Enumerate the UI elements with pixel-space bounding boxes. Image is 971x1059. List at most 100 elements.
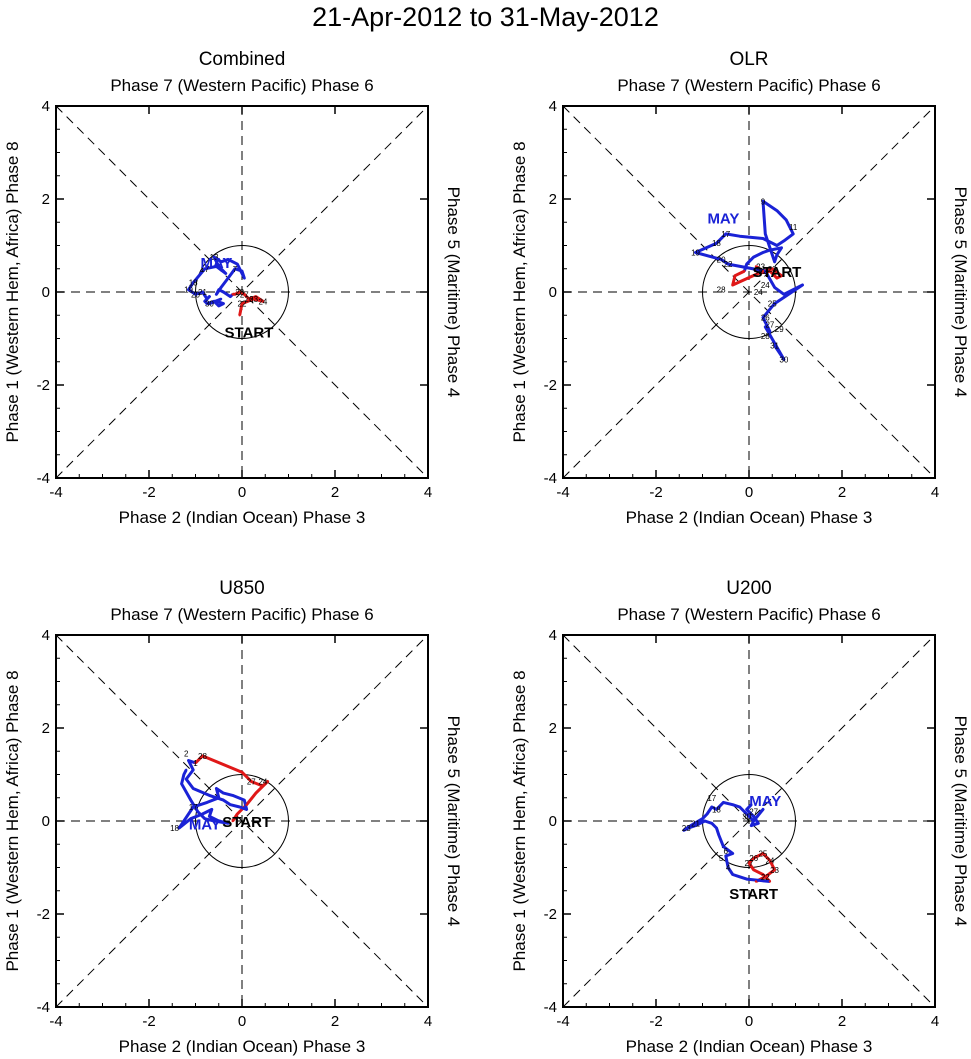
- april-day-point: [266, 780, 269, 783]
- may-label: MAY: [189, 816, 221, 833]
- axis-label-left: Phase 1 (Western Hem, Africa) Phase 8: [3, 141, 22, 442]
- may-day-point: [773, 344, 776, 347]
- april-day-point: [752, 868, 755, 872]
- may-series-line: [694, 199, 804, 361]
- april-day-point: [764, 875, 767, 878]
- april-day-label: 27: [247, 777, 256, 786]
- april-day-label: 27: [240, 290, 249, 299]
- y-tick-label: 4: [42, 98, 50, 115]
- april-day-point: [768, 269, 772, 273]
- may-day-label: 17: [200, 265, 209, 274]
- may-day-point: [775, 244, 779, 247]
- axis-label-right: Phase 5 (Maritime) Phase 4: [951, 716, 970, 927]
- may-day-point: [715, 241, 718, 245]
- panel-title: Combined: [199, 49, 286, 70]
- may-day-point: [791, 232, 795, 236]
- may-label: MAY: [200, 255, 232, 272]
- may-day-point: [752, 815, 755, 818]
- may-day-point: [236, 262, 239, 266]
- april-day-label: 22: [758, 267, 767, 276]
- may-day-point: [219, 297, 223, 301]
- may-day-point: [731, 852, 734, 855]
- may-day-point: [757, 822, 760, 825]
- y-tick-label: 0: [549, 284, 557, 301]
- panel-combined: Combined Phase 7 (Western Pacific) Phase …: [3, 49, 463, 527]
- may-day-point: [201, 290, 204, 294]
- may-day-label: 17: [189, 803, 198, 812]
- april-series-line: [731, 265, 783, 287]
- may-day-point: [773, 302, 776, 305]
- may-day-point: [782, 293, 786, 296]
- may-day-point: [726, 866, 730, 869]
- may-day-point: [215, 293, 218, 296]
- may-day-point: [738, 875, 741, 878]
- may-day-point: [775, 209, 779, 212]
- may-day-point: [217, 288, 220, 291]
- april-day-point: [252, 297, 255, 301]
- april-day-point: [747, 861, 751, 865]
- may-day-point: [710, 822, 713, 825]
- may-day-point: [750, 824, 753, 827]
- may-day-point: [768, 330, 772, 333]
- y-tick-label: 4: [42, 627, 50, 644]
- may-day-point: [238, 805, 241, 809]
- may-day-label: 28: [761, 332, 770, 341]
- may-day-label: 9: [761, 197, 766, 206]
- may-day-label: 31: [770, 341, 779, 350]
- may-day-point: [219, 286, 223, 289]
- axis-label-right: Phase 5 (Maritime) Phase 4: [444, 716, 463, 927]
- may-day-point: [222, 302, 225, 305]
- may-day-point: [687, 826, 690, 830]
- may-day-point: [745, 808, 748, 811]
- x-tick-label: 0: [238, 484, 246, 501]
- may-day-point: [205, 297, 209, 301]
- x-tick-label: 0: [238, 1013, 246, 1030]
- may-day-point: [738, 805, 741, 809]
- may-day-label: 13: [210, 253, 219, 262]
- may-day-label: 27: [765, 321, 774, 330]
- unit-circle: [195, 245, 289, 339]
- april-day-label: 27: [745, 859, 754, 868]
- may-day-point: [212, 819, 216, 823]
- may-day-point: [224, 272, 227, 275]
- april-day-point: [247, 297, 251, 301]
- may-day-point: [745, 812, 748, 816]
- april-day-point: [768, 880, 772, 883]
- may-day-point: [773, 286, 776, 289]
- x-tick-label: 4: [931, 484, 939, 501]
- may-day-point: [203, 300, 206, 303]
- may-day-point: [764, 269, 767, 273]
- may-day-point: [229, 803, 232, 806]
- may-day-point: [217, 796, 220, 799]
- may-day-point: [198, 803, 202, 806]
- may-day-point: [201, 812, 204, 816]
- april-day-label: 28: [717, 286, 726, 295]
- panel-u850: U850 Phase 7 (Western Pacific) Phase 6 Pha…: [3, 578, 463, 1056]
- x-tick-label: -4: [49, 1013, 62, 1030]
- april-day-point: [743, 269, 746, 273]
- april-day-point: [780, 274, 783, 277]
- unit-circle: [702, 245, 796, 339]
- axis-label-left: Phase 1 (Western Hem, Africa) Phase 8: [510, 141, 529, 442]
- april-day-point: [231, 819, 234, 823]
- may-day-point: [752, 255, 755, 259]
- may-day-point: [187, 759, 190, 762]
- may-day-point: [203, 267, 206, 270]
- may-day-point: [682, 829, 686, 832]
- april-day-point: [254, 791, 258, 795]
- may-day-label: 18: [189, 279, 198, 288]
- may-day-point: [243, 798, 246, 802]
- may-day-label: 7: [233, 265, 238, 274]
- april-day-point: [254, 295, 258, 298]
- may-day-label: 17: [721, 230, 730, 239]
- x-tick-label: 4: [424, 1013, 432, 1030]
- may-day-point: [715, 808, 718, 811]
- april-day-label: 24: [258, 297, 267, 306]
- axis-label-top: Phase 7 (Western Pacific) Phase 6: [110, 605, 373, 624]
- x-tick-label: 0: [745, 484, 753, 501]
- may-day-point: [196, 810, 200, 813]
- axis-label-bottom: Phase 2 (Indian Ocean) Phase 3: [626, 1037, 873, 1056]
- x-tick-label: -4: [556, 1013, 569, 1030]
- may-day-label: 1: [193, 759, 198, 768]
- may-day-point: [208, 794, 211, 797]
